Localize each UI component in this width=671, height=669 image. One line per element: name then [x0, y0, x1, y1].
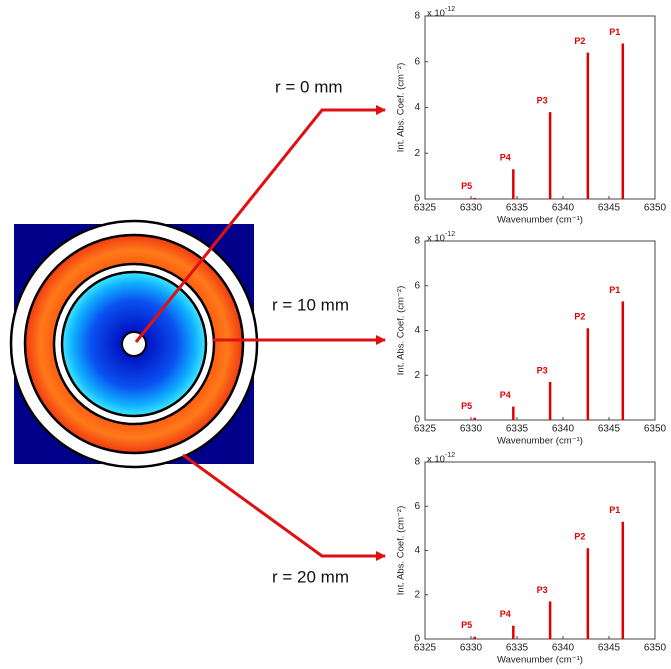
x-tick-label: 6350 — [644, 424, 667, 435]
chart: 6325 6330 6335 6340 6345 6350 0 2 4 6 8 x 10-12 Wave… — [272, 452, 667, 666]
y-tick-label: 2 — [414, 589, 420, 600]
y-tick-label: 6 — [414, 501, 420, 512]
x-tick-label: 6345 — [598, 424, 621, 435]
peak-label: P4 — [500, 390, 511, 400]
multiplier: x 10-12 — [427, 231, 455, 244]
x-tick-label: 6330 — [460, 424, 483, 435]
y-tick-label: 6 — [414, 280, 420, 291]
peak-label: P5 — [461, 181, 472, 191]
peak-label: P3 — [537, 365, 548, 375]
y-tick-label: 8 — [414, 457, 420, 468]
plot-frame — [424, 240, 656, 421]
radius-label: r = 10 mm — [272, 295, 349, 314]
arrows — [134, 105, 386, 561]
plot-frame — [424, 461, 656, 640]
multiplier-base: x 10 — [427, 8, 445, 19]
x-tick-label: 6345 — [598, 203, 621, 214]
y-tick-label: 0 — [414, 194, 420, 205]
y-tick-label: 4 — [414, 545, 420, 556]
chart: 6325 6330 6335 6340 6345 6350 0 2 4 6 8 x 10-12 Wave… — [272, 231, 667, 447]
y-axis-label: Int. Abs. Coef. (cm⁻²) — [396, 286, 407, 375]
y-tick-label: 8 — [414, 11, 420, 22]
x-tick-label: 6335 — [506, 643, 529, 654]
radius-label: r = 20 mm — [272, 567, 349, 586]
y-tick-label: 0 — [414, 415, 420, 426]
y-axis-label: Int. Abs. Coef. (cm⁻²) — [396, 506, 407, 595]
x-tick-label: 6335 — [506, 424, 529, 435]
y-tick-label: 6 — [414, 56, 420, 67]
x-tick-label: 6340 — [552, 643, 575, 654]
peak-label: P3 — [537, 95, 548, 105]
multiplier-base: x 10 — [427, 454, 445, 465]
y-axis-label: Int. Abs. Coef. (cm⁻²) — [396, 63, 407, 152]
arrow — [134, 105, 386, 343]
y-tick-label: 4 — [414, 325, 420, 336]
x-tick-label: 6350 — [644, 203, 667, 214]
peak-label: P3 — [537, 585, 548, 595]
multiplier: x 10-12 — [427, 6, 455, 19]
multiplier-base: x 10 — [427, 233, 445, 244]
x-axis-label: Wavenumber (cm⁻¹) — [497, 436, 583, 447]
arrow — [182, 453, 386, 561]
peak-label: P1 — [609, 27, 620, 37]
peak-label: P1 — [609, 505, 620, 515]
y-tick-label: 2 — [414, 148, 420, 159]
peak-label: P5 — [461, 620, 472, 630]
plot-frame — [424, 15, 656, 200]
x-tick-label: 6330 — [460, 203, 483, 214]
x-tick-label: 6335 — [506, 203, 529, 214]
peak-label: P4 — [500, 609, 511, 619]
multiplier-exp: -12 — [445, 231, 455, 238]
x-axis-label: Wavenumber (cm⁻¹) — [497, 655, 583, 666]
chart: 6325 6330 6335 6340 6345 6350 0 2 4 6 8 x 10-12 Wave… — [275, 6, 667, 226]
x-tick-label: 6325 — [414, 203, 437, 214]
x-axis-label: Wavenumber (cm⁻¹) — [497, 215, 583, 226]
y-tick-label: 0 — [414, 634, 420, 645]
radius-label: r = 0 mm — [275, 77, 343, 96]
x-tick-label: 6345 — [598, 643, 621, 654]
x-tick-label: 6340 — [552, 203, 575, 214]
peak-label: P5 — [461, 401, 472, 411]
x-tick-label: 6325 — [414, 424, 437, 435]
peak-label: P2 — [574, 312, 585, 322]
peak-label: P2 — [574, 36, 585, 46]
y-tick-label: 8 — [414, 236, 420, 247]
x-tick-label: 6350 — [644, 643, 667, 654]
y-tick-label: 2 — [414, 370, 420, 381]
multiplier-exp: -12 — [445, 452, 455, 459]
y-tick-label: 4 — [414, 102, 420, 113]
cross-section — [9, 219, 259, 469]
peak-label: P4 — [500, 153, 511, 163]
multiplier: x 10-12 — [427, 452, 455, 465]
x-tick-label: 6330 — [460, 643, 483, 654]
x-tick-label: 6340 — [552, 424, 575, 435]
peak-label: P2 — [574, 532, 585, 542]
x-tick-label: 6325 — [414, 643, 437, 654]
peak-label: P1 — [609, 285, 620, 295]
multiplier-exp: -12 — [445, 6, 455, 13]
